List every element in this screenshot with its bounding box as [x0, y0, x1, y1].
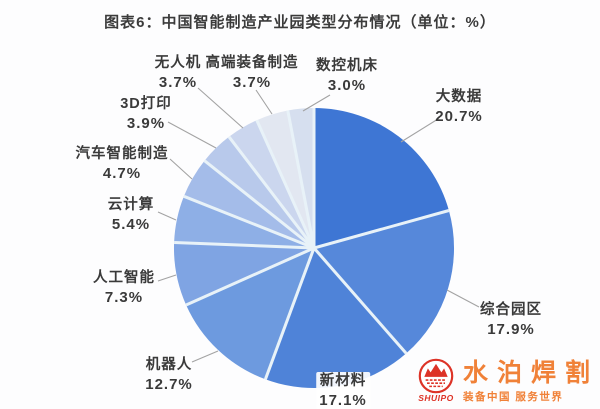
shuipo-emblem-icon [418, 358, 454, 394]
slice-separator [286, 110, 316, 249]
slice-separator [185, 246, 315, 307]
pie-label-value: 20.7% [435, 108, 483, 125]
pie-label-value: 17.9% [487, 321, 535, 338]
pie-label: 无人机 3.7% [155, 54, 202, 92]
label-leader-line [157, 211, 177, 221]
pie-label-name: 3D打印 [120, 96, 172, 112]
pie-slice [314, 210, 455, 354]
logo-subtext: SHUIPO [418, 393, 454, 403]
pie-label-value: 3.7% [158, 74, 198, 91]
pie-label: 人工智能 7.3% [93, 269, 155, 307]
label-leader-line [197, 87, 244, 129]
pie-label-value: 3.9% [126, 115, 166, 132]
logo-text-block: 水泊焊割 装备中国 服务世界 [463, 358, 599, 404]
label-leader-line [255, 89, 273, 115]
pie-label-name: 机器人 [145, 357, 193, 373]
slice-separator [312, 247, 408, 355]
pie-label: 云计算 5.4% [108, 196, 155, 234]
pie-label-name: 大数据 [435, 89, 483, 105]
pie-label-name: 人工智能 [93, 270, 155, 286]
slice-separator [255, 119, 316, 249]
label-leader-line [302, 94, 331, 112]
logo-tagline: 装备中国 服务世界 [463, 391, 564, 403]
label-leader-line [400, 118, 439, 143]
pie-slice [173, 242, 314, 305]
label-leader-line [191, 350, 219, 363]
pie-label: 大数据 20.7% [435, 88, 483, 126]
pie-label: 高端装备制造 3.7% [206, 54, 299, 92]
slice-separator [313, 209, 450, 250]
pie-label-value: 3.7% [232, 74, 272, 91]
label-leader-line [167, 121, 217, 149]
pie-slice [229, 120, 314, 248]
pie-label: 3D打印 3.9% [120, 95, 172, 133]
pie-label-name: 汽车智能制造 [75, 146, 169, 162]
pie-label-name: 高端装备制造 [205, 55, 299, 71]
pie-label-name: 综合园区 [480, 302, 542, 318]
pie-label-name: 数控机床 [316, 58, 378, 74]
logo-brand-text: 水泊焊割 [463, 359, 600, 387]
chart-title: 图表6：中国智能制造产业园类型分布情况（单位：%） [104, 14, 496, 31]
pie-slice [265, 248, 407, 389]
pie-label-name: 新材料 [319, 373, 367, 389]
slice-separator [174, 241, 315, 250]
pie-slice [314, 108, 449, 248]
pie-label: 新材料 17.1% [316, 372, 370, 409]
logo-emblem-block: SHUIPO [414, 358, 458, 403]
slice-separator [183, 194, 315, 250]
slice-separator [203, 159, 315, 250]
pie-slice [183, 160, 314, 248]
label-leader-line [157, 274, 177, 282]
pie-label-value: 5.4% [111, 216, 151, 233]
pie-label: 机器人 12.7% [145, 356, 193, 394]
label-leader-line [169, 158, 193, 180]
pie-label-value: 3.0% [327, 77, 367, 94]
slice-separator [227, 135, 316, 249]
pie-label-value: 4.7% [102, 165, 142, 182]
pie-slice [204, 136, 314, 248]
pie-label-name: 无人机 [154, 55, 202, 71]
pie-slice [186, 248, 314, 380]
pie-label: 综合园区 17.9% [480, 301, 542, 339]
pie-label-value: 17.1% [319, 392, 367, 409]
pie-label-name: 云计算 [107, 197, 155, 213]
pie-label: 汽车智能制造 4.7% [76, 145, 169, 183]
watermark-logo: SHUIPO 水泊焊割 装备中国 服务世界 [414, 358, 599, 404]
slice-separator [263, 247, 316, 380]
pie-label-value: 7.3% [104, 289, 144, 306]
label-leader-line [446, 289, 480, 308]
pie-label-value: 12.7% [145, 376, 193, 393]
pie-label: 数控机床 3.0% [316, 57, 378, 95]
